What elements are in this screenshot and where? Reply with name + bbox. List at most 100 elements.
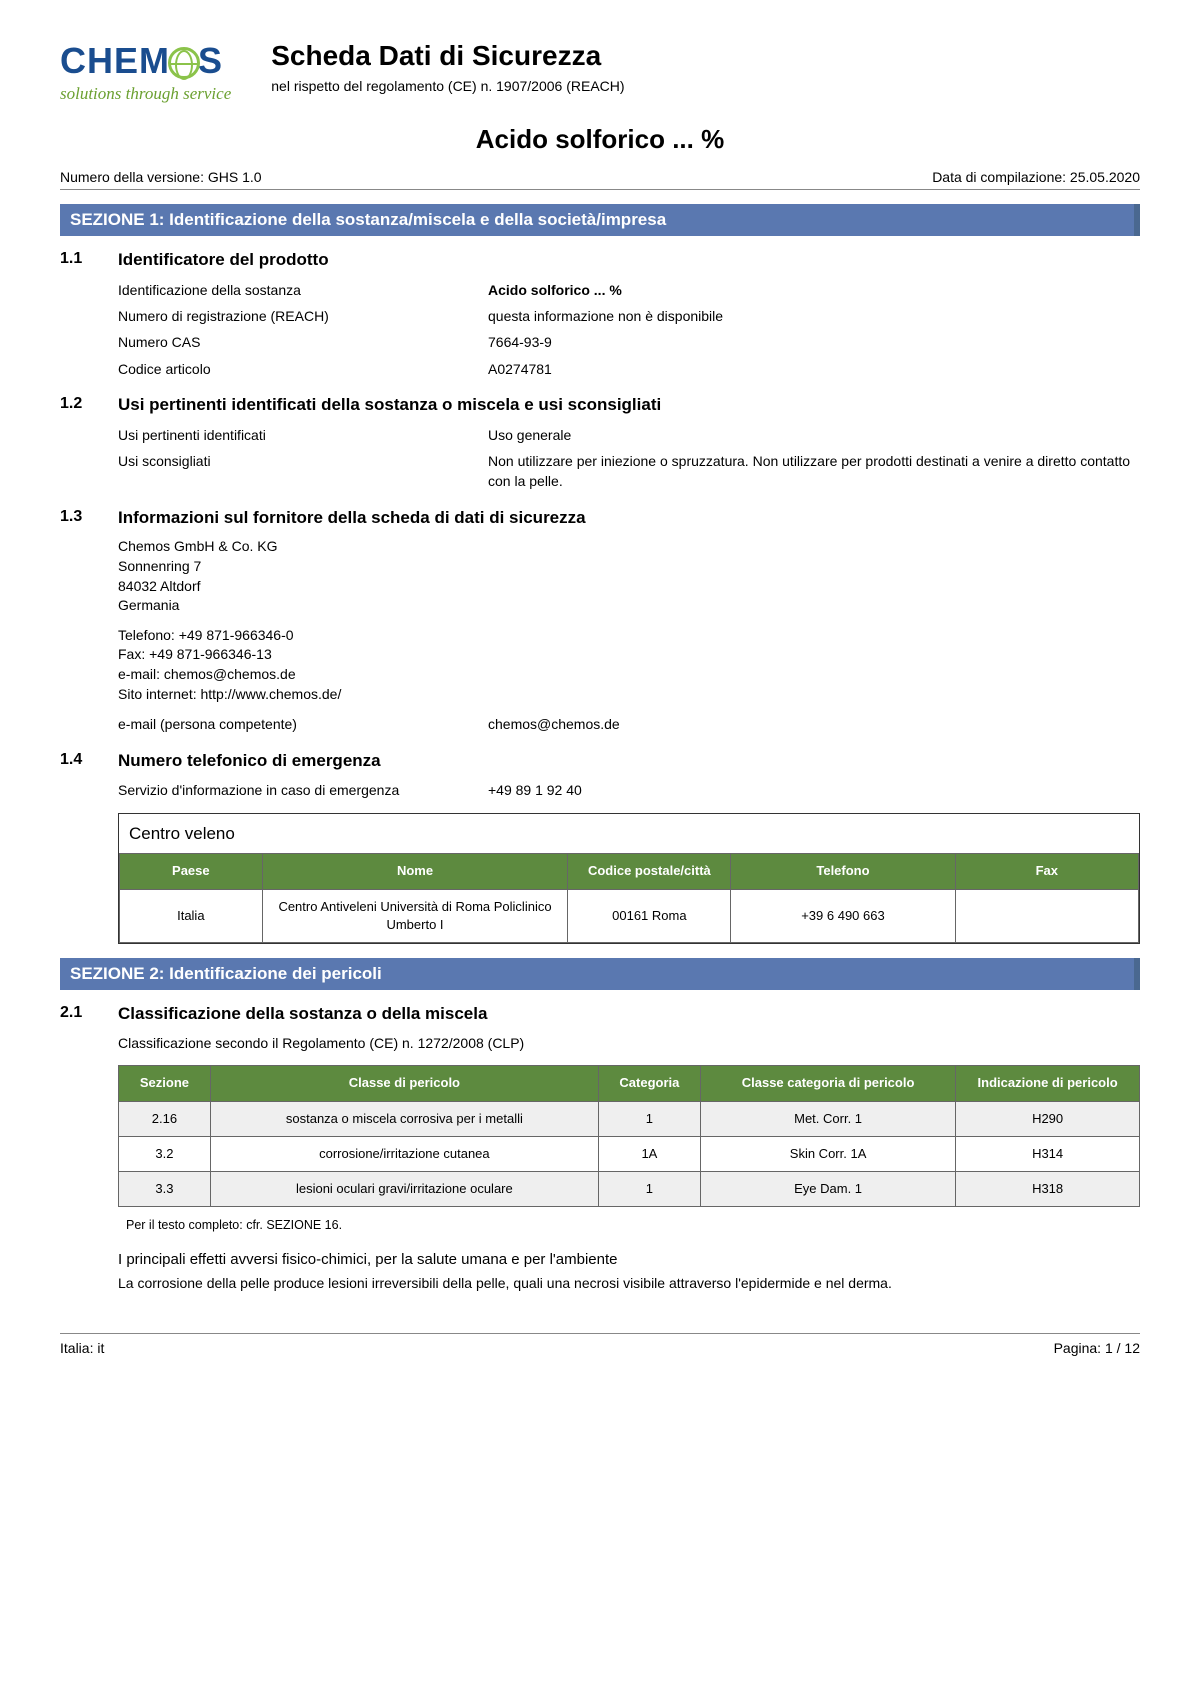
globe-icon [168,47,200,79]
th-postal: Codice postale/città [568,854,731,889]
effects-para-body: La corrosione della pelle produce lesion… [118,1274,1140,1294]
use-key: Usi pertinenti identificati [118,425,488,445]
art-key: Codice articolo [118,359,488,379]
logo-text-suffix: S [198,40,223,81]
competent-email-key: e-mail (persona competente) [118,714,488,734]
ident-value: Acido solforico ... % [488,280,1140,300]
th-country: Paese [120,854,263,889]
num-1-1: 1.1 [60,248,118,385]
title-1-1: Identificatore del prodotto [118,248,1140,272]
table-header-row: Paese Nome Codice postale/città Telefono… [120,854,1139,889]
cell-phone: +39 6 490 663 [731,889,955,942]
num-1-2: 1.2 [60,393,118,498]
supplier-contact: Telefono: +49 871-966346-0 Fax: +49 871-… [118,626,1140,704]
cell-country: Italia [120,889,263,942]
title-1-3: Informazioni sul fornitore della scheda … [118,506,1140,530]
poison-center-title: Centro veleno [119,814,1139,854]
use-value: Uso generale [488,425,1140,445]
cell-name: Centro Antiveleni Università di Roma Pol… [262,889,568,942]
cell-fax [955,889,1138,942]
footer-page: Pagina: 1 / 12 [1054,1340,1140,1356]
version-label: Numero della versione: GHS 1.0 [60,169,262,185]
logo: CHEM S solutions through service [60,40,231,104]
date-label: Data di compilazione: 25.05.2020 [932,169,1140,185]
cell: 3.3 [119,1171,211,1206]
supplier-city: 84032 Altdorf [118,577,1140,597]
subsection-1-4: 1.4 Numero telefonico di emergenza Servi… [60,749,1140,944]
logo-brand: CHEM S [60,40,231,82]
cell: sostanza o miscela corrosiva per i metal… [210,1101,598,1136]
section-1-bar: SEZIONE 1: Identificazione della sostanz… [60,204,1140,236]
th-indication: Indicazione di pericolo [956,1066,1140,1101]
cell: 3.2 [119,1136,211,1171]
num-2-1: 2.1 [60,1002,118,1293]
cell: H290 [956,1101,1140,1136]
th-section: Sezione [119,1066,211,1101]
supplier-tel: Telefono: +49 871-966346-0 [118,626,1140,646]
th-fax: Fax [955,854,1138,889]
table-row: 3.2corrosione/irritazione cutanea1ASkin … [119,1136,1140,1171]
title-2-1: Classificazione della sostanza o della m… [118,1002,1140,1026]
cell: 2.16 [119,1101,211,1136]
doc-subtitle: nel rispetto del regolamento (CE) n. 190… [271,78,1140,94]
cell: 1 [598,1171,700,1206]
th-phone: Telefono [731,854,955,889]
supplier-email: e-mail: chemos@chemos.de [118,665,1140,685]
cell: Met. Corr. 1 [700,1101,955,1136]
cell: 1 [598,1101,700,1136]
cell-postal: 00161 Roma [568,889,731,942]
cell: Skin Corr. 1A [700,1136,955,1171]
cell: Eye Dam. 1 [700,1171,955,1206]
document-header: CHEM S solutions through service Scheda D… [60,40,1140,104]
emergency-svc-key: Servizio d'informazione in caso di emerg… [118,780,488,800]
ident-key: Identificazione della sostanza [118,280,488,300]
section-2-bar: SEZIONE 2: Identificazione dei pericoli [60,958,1140,990]
header-title-block: Scheda Dati di Sicurezza nel rispetto de… [271,40,1140,94]
adv-value: Non utilizzare per iniezione o spruzzatu… [488,451,1140,492]
th-name: Nome [262,854,568,889]
subsection-1-1: 1.1 Identificatore del prodotto Identifi… [60,248,1140,385]
num-1-3: 1.3 [60,506,118,741]
reach-value: questa informazione non è disponibile [488,306,1140,326]
th-class: Classe di pericolo [210,1066,598,1101]
cell: lesioni oculari gravi/irritazione ocular… [210,1171,598,1206]
cell: H314 [956,1136,1140,1171]
art-value: A0274781 [488,359,1140,379]
title-1-4: Numero telefonico di emergenza [118,749,1140,773]
product-title: Acido solforico ... % [60,124,1140,155]
subsection-1-3: 1.3 Informazioni sul fornitore della sch… [60,506,1140,741]
classification-table: Sezione Classe di pericolo Categoria Cla… [118,1065,1140,1207]
poison-center-box: Centro veleno Paese Nome Codice postale/… [118,813,1140,944]
cell: 1A [598,1136,700,1171]
cas-key: Numero CAS [118,332,488,352]
supplier-street: Sonnenring 7 [118,557,1140,577]
reach-key: Numero di registrazione (REACH) [118,306,488,326]
supplier-web: Sito internet: http://www.chemos.de/ [118,685,1140,705]
subsection-2-1: 2.1 Classificazione della sostanza o del… [60,1002,1140,1293]
logo-text-prefix: CHEM [60,40,170,81]
emergency-svc-value: +49 89 1 92 40 [488,780,1140,800]
supplier-fax: Fax: +49 871-966346-13 [118,645,1140,665]
table-row: 2.16sostanza o miscela corrosiva per i m… [119,1101,1140,1136]
classification-footnote: Per il testo completo: cfr. SEZIONE 16. [126,1217,1140,1235]
th-catclass: Classe categoria di pericolo [700,1066,955,1101]
adv-key: Usi sconsigliati [118,451,488,492]
poison-center-table: Paese Nome Codice postale/città Telefono… [119,853,1139,943]
supplier-company: Chemos GmbH & Co. KG [118,537,1140,557]
effects-para-title: I principali effetti avversi fisico-chim… [118,1249,1140,1270]
supplier-country: Germania [118,596,1140,616]
table-row: 3.3lesioni oculari gravi/irritazione ocu… [119,1171,1140,1206]
cas-value: 7664-93-9 [488,332,1140,352]
page-footer: Italia: it Pagina: 1 / 12 [60,1333,1140,1356]
th-category: Categoria [598,1066,700,1101]
doc-title: Scheda Dati di Sicurezza [271,40,1140,72]
logo-tagline: solutions through service [60,84,231,104]
table-row: Italia Centro Antiveleni Università di R… [120,889,1139,942]
meta-row: Numero della versione: GHS 1.0 Data di c… [60,169,1140,190]
num-1-4: 1.4 [60,749,118,944]
cell: corrosione/irritazione cutanea [210,1136,598,1171]
cell: H318 [956,1171,1140,1206]
table-header-row: Sezione Classe di pericolo Categoria Cla… [119,1066,1140,1101]
competent-email-value: chemos@chemos.de [488,714,1140,734]
supplier-address: Chemos GmbH & Co. KG Sonnenring 7 84032 … [118,537,1140,615]
